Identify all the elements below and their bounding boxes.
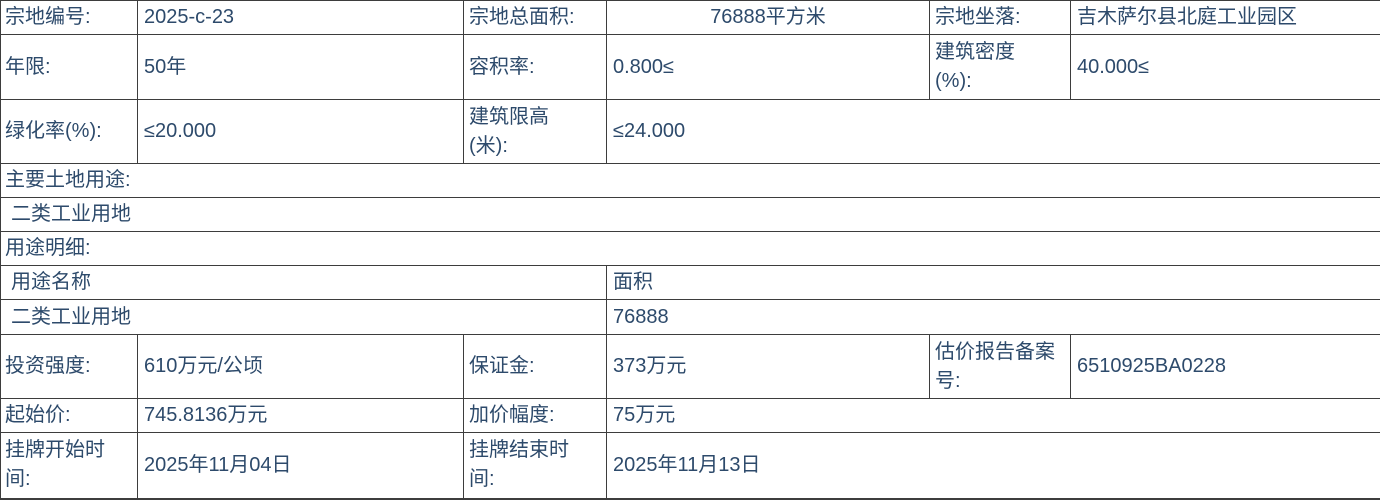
starting-price-value: 745.8136万元 — [138, 399, 464, 433]
main-land-use-label: 主要土地用途: — [1, 164, 1380, 198]
building-density-value: 40.000≤ — [1071, 35, 1380, 100]
appraisal-record-number-label: 估价报告备案号: — [930, 335, 1071, 399]
table-row: 二类工业用地 — [1, 198, 1380, 232]
total-area-value: 76888平方米 — [607, 1, 930, 35]
starting-price-label: 起始价: — [1, 399, 138, 433]
greening-rate-label: 绿化率(%): — [1, 100, 138, 164]
table-row: 二类工业用地 76888 — [1, 300, 1380, 335]
table-row: 绿化率(%): ≤20.000 建筑限高(米): ≤24.000 — [1, 100, 1380, 164]
table-row: 主要土地用途: — [1, 164, 1380, 198]
listing-start-time-label: 挂牌开始时间: — [1, 433, 138, 499]
table-row: 宗地编号: 2025-c-23 宗地总面积: 76888平方米 宗地坐落: 吉木… — [1, 1, 1380, 35]
main-land-use-value: 二类工业用地 — [1, 198, 1380, 232]
location-value: 吉木萨尔县北庭工业园区 — [1071, 1, 1380, 35]
table-row: 挂牌开始时间: 2025年11月04日 挂牌结束时间: 2025年11月13日 — [1, 433, 1380, 499]
location-label: 宗地坐落: — [930, 1, 1071, 35]
parcel-number-label: 宗地编号: — [1, 1, 138, 35]
total-area-label: 宗地总面积: — [464, 1, 607, 35]
listing-start-time-value: 2025年11月04日 — [138, 433, 464, 499]
listing-end-time-label: 挂牌结束时间: — [464, 433, 607, 499]
height-limit-label: 建筑限高(米): — [464, 100, 607, 164]
use-area-header: 面积 — [607, 266, 1380, 300]
term-label: 年限: — [1, 35, 138, 100]
use-area-value: 76888 — [607, 300, 1380, 335]
greening-rate-value: ≤20.000 — [138, 100, 464, 164]
floor-area-ratio-value: 0.800≤ — [607, 35, 930, 100]
table-row: 起始价: 745.8136万元 加价幅度: 75万元 — [1, 399, 1380, 433]
bid-increment-label: 加价幅度: — [464, 399, 607, 433]
deposit-value: 373万元 — [607, 335, 930, 399]
listing-end-time-value: 2025年11月13日 — [607, 433, 1380, 499]
parcel-number-value: 2025-c-23 — [138, 1, 464, 35]
building-density-label: 建筑密度(%): — [930, 35, 1071, 100]
table-row: 用途明细: — [1, 232, 1380, 266]
use-name-value: 二类工业用地 — [1, 300, 607, 335]
table-row: 用途名称 面积 — [1, 266, 1380, 300]
floor-area-ratio-label: 容积率: — [464, 35, 607, 100]
table-row: 投资强度: 610万元/公顷 保证金: 373万元 估价报告备案号: 65109… — [1, 335, 1380, 399]
term-value: 50年 — [138, 35, 464, 100]
height-limit-value: ≤24.000 — [607, 100, 1380, 164]
use-detail-label: 用途明细: — [1, 232, 1380, 266]
appraisal-record-number-value: 6510925BA0228 — [1071, 335, 1380, 399]
table-row: 年限: 50年 容积率: 0.800≤ 建筑密度(%): 40.000≤ — [1, 35, 1380, 100]
investment-intensity-value: 610万元/公顷 — [138, 335, 464, 399]
deposit-label: 保证金: — [464, 335, 607, 399]
bid-increment-value: 75万元 — [607, 399, 1380, 433]
use-name-header: 用途名称 — [1, 266, 607, 300]
investment-intensity-label: 投资强度: — [1, 335, 138, 399]
